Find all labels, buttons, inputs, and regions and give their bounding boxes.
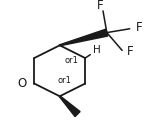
Polygon shape xyxy=(59,96,80,117)
Text: F: F xyxy=(127,45,134,58)
Text: or1: or1 xyxy=(57,76,71,85)
Text: or1: or1 xyxy=(65,56,79,65)
Polygon shape xyxy=(60,29,108,46)
Text: F: F xyxy=(97,0,104,12)
Text: F: F xyxy=(136,21,143,34)
Text: H: H xyxy=(93,45,101,55)
Text: O: O xyxy=(17,77,26,90)
